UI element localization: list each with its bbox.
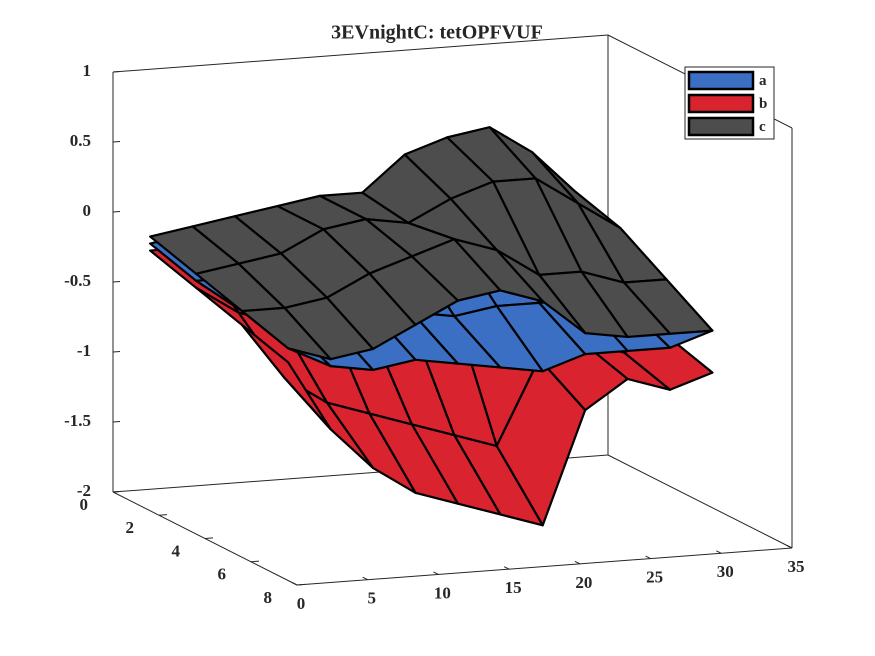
surface-patch [241, 306, 332, 361]
z-tick-label: 0 [83, 201, 92, 220]
y-tick-label: 6 [218, 565, 227, 584]
y-tick-label: 4 [172, 541, 181, 560]
surface-patch [241, 323, 332, 431]
x-tick [503, 566, 510, 570]
z-tick [112, 211, 121, 213]
y-tick [296, 583, 306, 586]
x-tick-label: 35 [788, 557, 805, 576]
x-tick [362, 576, 368, 581]
x-tick [645, 555, 651, 560]
x-tick-label: 5 [367, 589, 376, 608]
z-tick [112, 421, 121, 423]
axis-line [112, 34, 609, 73]
axis-line [296, 547, 793, 586]
x-tick-label: 25 [646, 567, 663, 586]
x-tick-label: 10 [434, 583, 451, 602]
z-tick-label: 1 [83, 61, 92, 80]
chart-title: 3EVnightC: tetOPFVUF [331, 22, 543, 44]
legend-label: b [759, 96, 767, 112]
z-tick-label: -1 [77, 341, 91, 360]
legend-swatch [687, 93, 755, 114]
y-tick [158, 514, 168, 516]
x-tick [786, 545, 793, 549]
surfaces [149, 126, 714, 527]
x-tick-label: 15 [505, 578, 522, 597]
z-tick [112, 141, 121, 143]
axis-line [607, 454, 793, 549]
z-tick [112, 281, 121, 283]
legend-label: c [759, 119, 766, 135]
z-tick [112, 71, 121, 73]
z-tick-label: -1.5 [64, 411, 91, 430]
y-tick-label: 0 [80, 495, 89, 514]
x-tick [716, 550, 722, 554]
legend-swatch [687, 116, 755, 137]
y-tick [204, 537, 214, 539]
x-tick [433, 571, 439, 575]
x-tick [291, 582, 298, 586]
y-tick-label: 2 [126, 518, 135, 537]
x-tick-label: 30 [717, 562, 734, 581]
z-tick-label: -2 [77, 481, 91, 500]
legend-swatch [687, 70, 755, 91]
z-tick [112, 351, 121, 353]
y-tick [112, 490, 122, 493]
legend-label: a [759, 73, 767, 89]
legend: abc [684, 66, 775, 140]
x-tick-label: 20 [575, 573, 592, 592]
z-tick-label: 0.5 [70, 131, 91, 150]
y-tick-label: 8 [264, 588, 273, 607]
y-tick [250, 560, 260, 563]
z-tick-label: -0.5 [64, 271, 91, 290]
x-tick-label: 0 [297, 594, 306, 613]
x-tick [574, 560, 581, 565]
